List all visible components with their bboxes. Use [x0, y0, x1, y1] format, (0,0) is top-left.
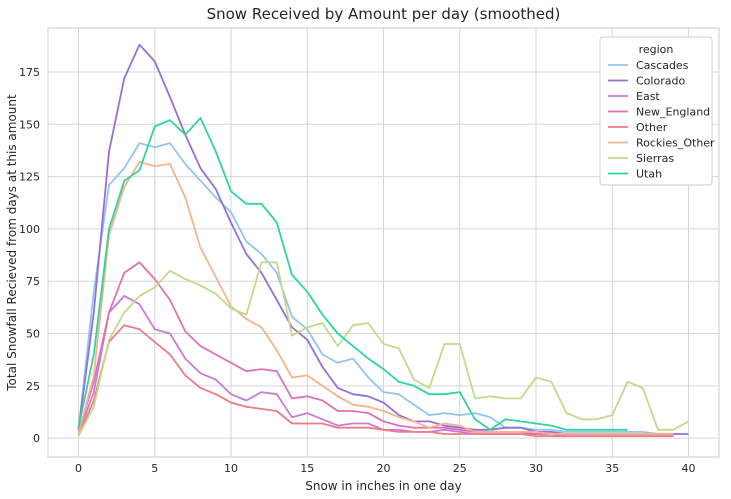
- y-tick-label: 75: [26, 275, 40, 288]
- y-tick-labels: 0 25 50 75 100 125 150 175: [19, 66, 40, 445]
- series-line-cascades: [77, 142, 674, 435]
- series-line-sierras: [77, 261, 689, 437]
- y-tick-label: 125: [19, 171, 40, 184]
- legend-title: region: [639, 43, 674, 56]
- y-tick-label: 50: [26, 328, 40, 341]
- x-tick-labels: 0 5 10 15 20 25 30 35 40: [75, 462, 696, 475]
- legend-label-new-england: New_England: [636, 106, 710, 119]
- y-tick-label: 175: [19, 66, 40, 79]
- x-tick-label: 20: [377, 462, 391, 475]
- x-tick-label: 0: [75, 462, 82, 475]
- legend: region Cascades Colorado East New_England Ot…: [599, 36, 715, 186]
- legend-label-other: Other: [636, 121, 668, 134]
- x-tick-label: 15: [300, 462, 314, 475]
- plot-frame: [47, 27, 720, 458]
- series-line-other: [77, 324, 674, 438]
- x-tick-label: 35: [605, 462, 619, 475]
- x-axis-label: Snow in inches in one day: [305, 479, 462, 493]
- legend-box: [599, 36, 713, 186]
- legend-label-east: East: [636, 90, 660, 103]
- legend-label-sierras: Sierras: [636, 152, 674, 165]
- series-line-rockies-other: [77, 160, 674, 435]
- chart-title: Snow Received by Amount per day (smoothe…: [207, 5, 561, 23]
- series-line-east: [77, 294, 674, 438]
- legend-label-cascades: Cascades: [636, 59, 689, 72]
- y-tick-label: 25: [26, 380, 40, 393]
- y-axis-label: Total Snowfall Recieved from days at thi…: [5, 94, 19, 392]
- x-tick-label: 30: [529, 462, 543, 475]
- legend-label-colorado: Colorado: [636, 75, 685, 88]
- grid: [48, 28, 719, 457]
- legend-items: Cascades Colorado East New_England Other Rock…: [608, 59, 715, 181]
- legend-label-utah: Utah: [636, 168, 662, 181]
- x-tick-label: 25: [453, 462, 467, 475]
- x-tick-label: 10: [224, 462, 238, 475]
- y-tick-label: 150: [19, 118, 40, 131]
- series-lines: [77, 43, 689, 438]
- x-tick-label: 40: [682, 462, 696, 475]
- y-tick-label: 0: [33, 432, 40, 445]
- x-tick-label: 5: [151, 462, 158, 475]
- series-line-utah: [77, 117, 628, 431]
- y-tick-label: 100: [19, 223, 40, 236]
- legend-label-rockies-other: Rockies_Other: [636, 137, 715, 150]
